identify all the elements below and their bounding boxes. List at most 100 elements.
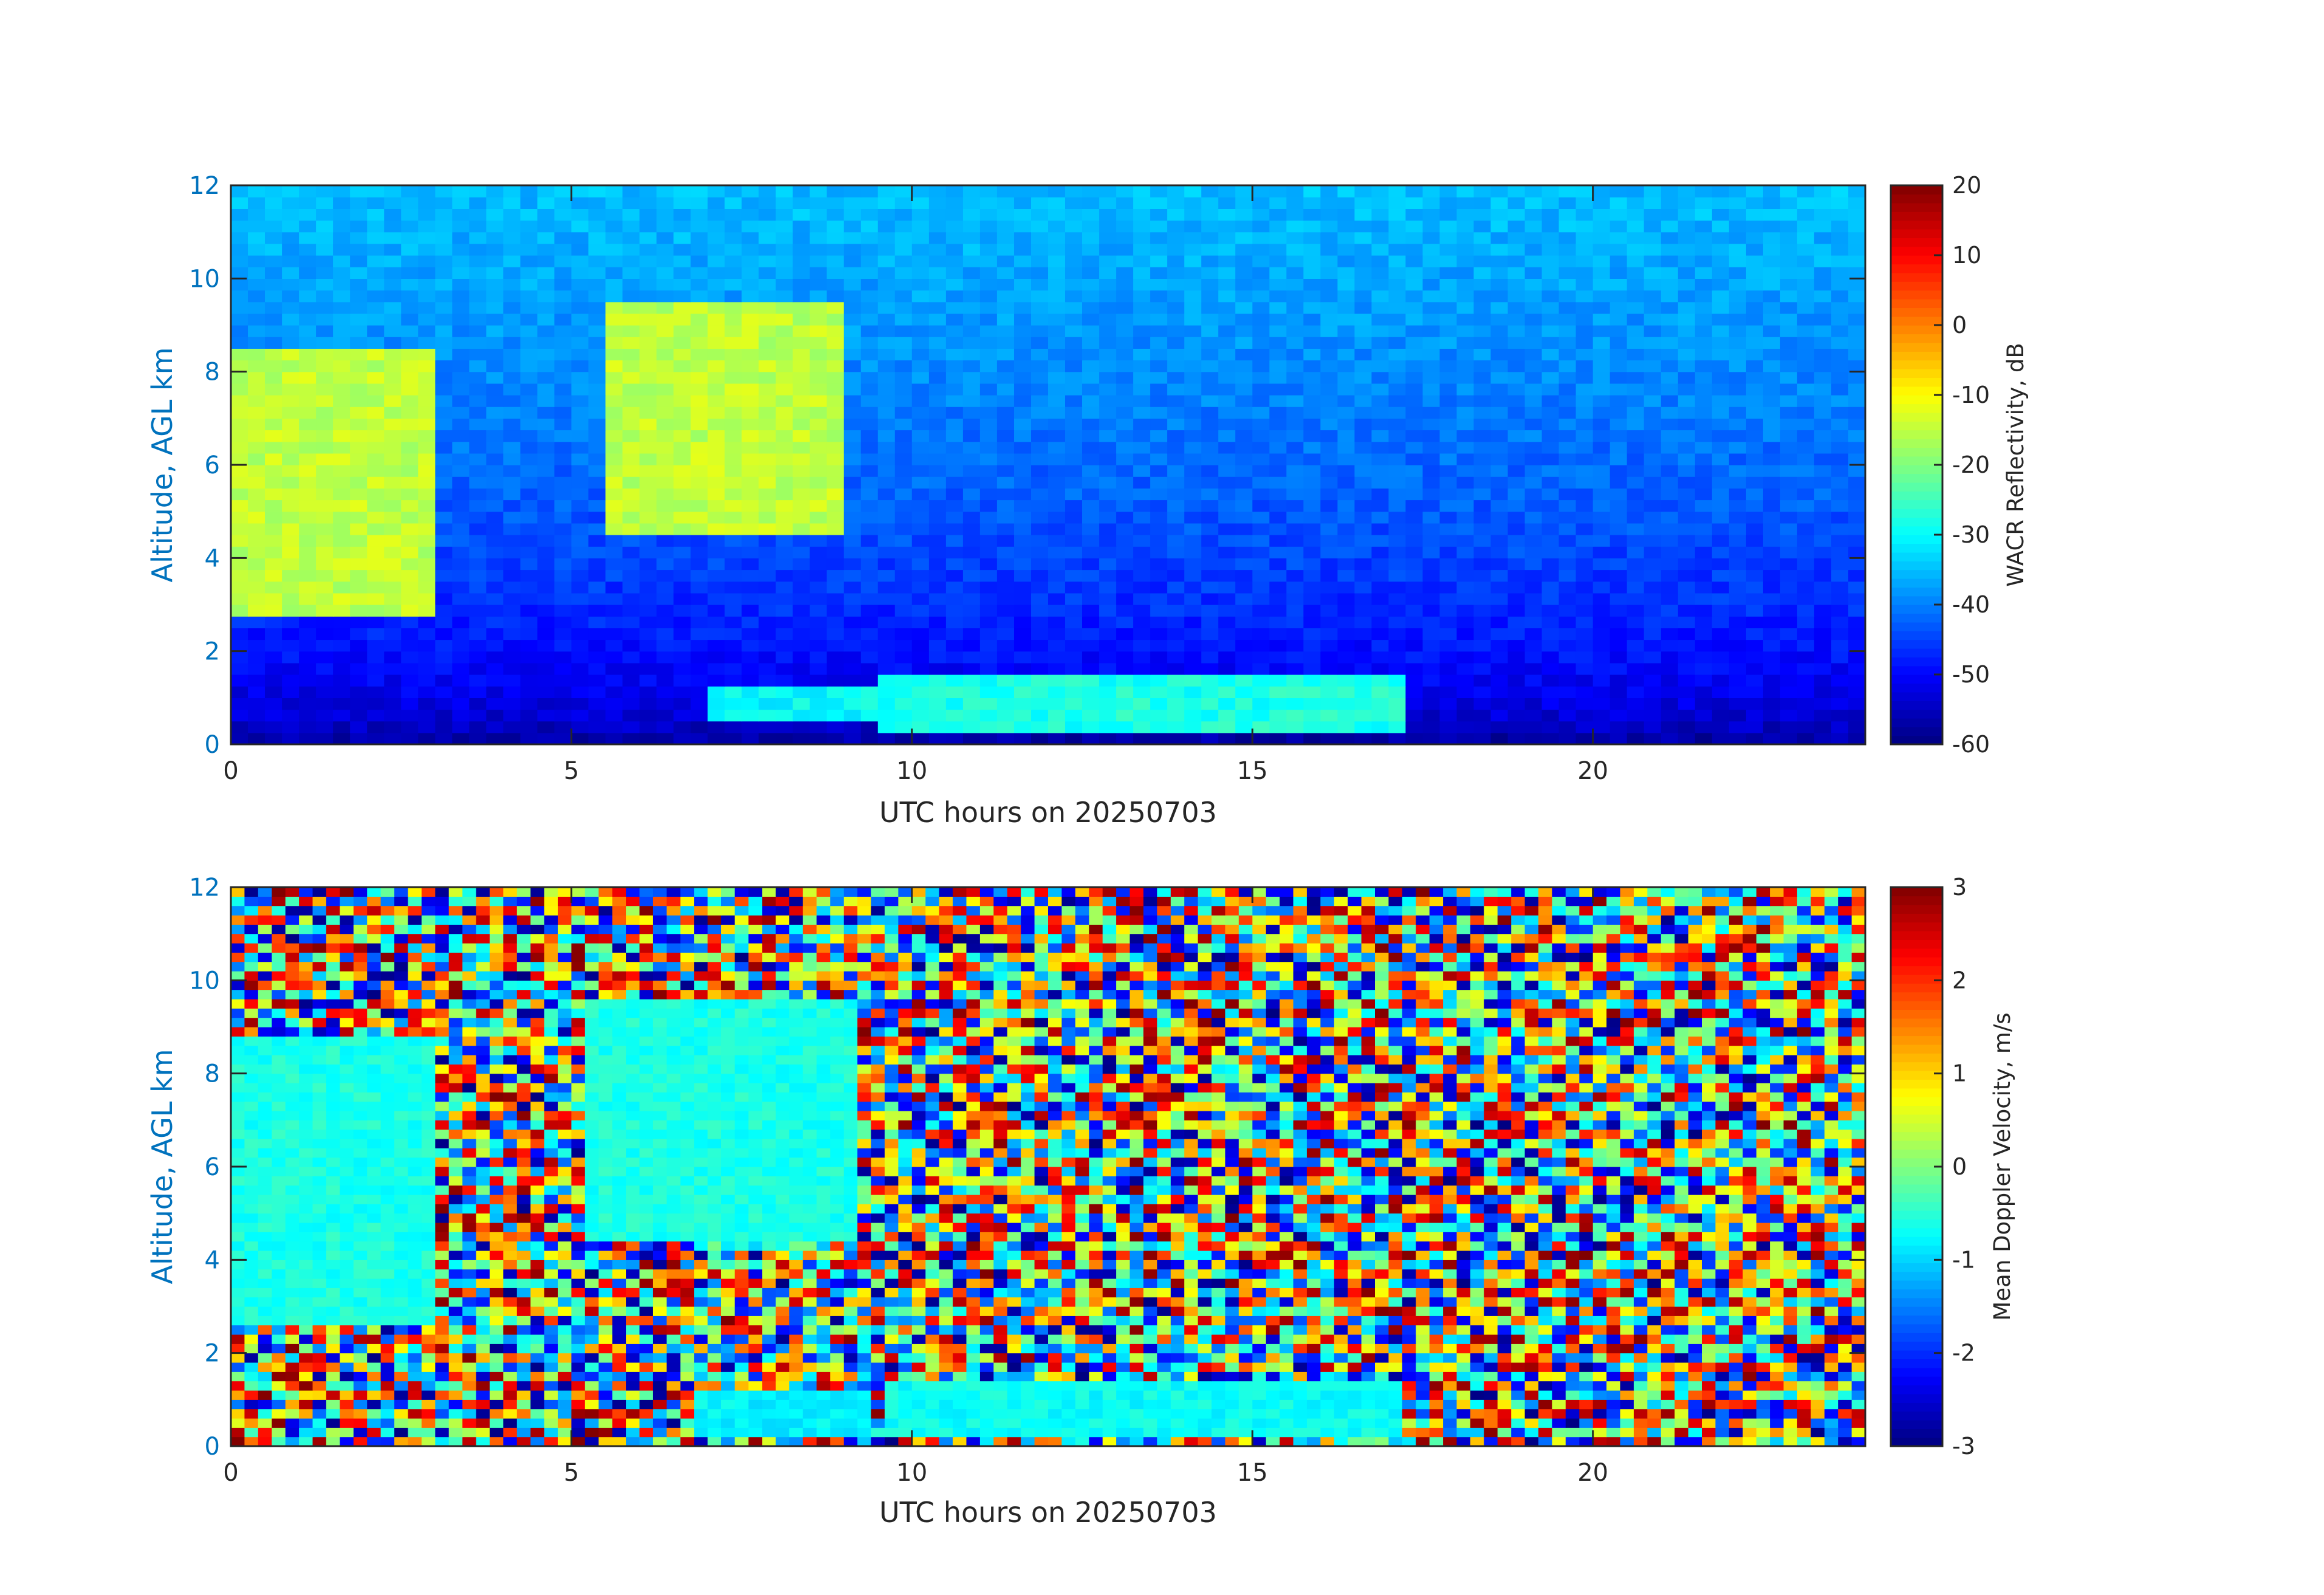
heatmap-cell: [1763, 325, 1781, 337]
heatmap-cell: [282, 301, 300, 314]
heatmap-cell: [1007, 1427, 1021, 1438]
heatmap-cell: [1133, 558, 1151, 571]
heatmap-cell: [299, 628, 317, 640]
heatmap-cell: [911, 348, 930, 361]
heatmap-cell: [1388, 325, 1406, 337]
heatmap-cell: [1405, 558, 1423, 571]
heatmap-cell: [1184, 220, 1202, 233]
heatmap-cell: [503, 313, 521, 326]
heatmap-cell: [1416, 1427, 1430, 1438]
heatmap-cell: [401, 371, 419, 384]
heatmap-cell: [1763, 535, 1781, 547]
heatmap-cell: [639, 476, 657, 489]
heatmap-cell: [333, 371, 351, 384]
heatmap-cell: [843, 476, 862, 489]
heatmap-cell: [316, 441, 334, 454]
heatmap-cell: [1099, 476, 1117, 489]
heatmap-cell: [741, 453, 759, 465]
heatmap-cell: [1422, 243, 1441, 256]
heatmap-cell: [1082, 418, 1100, 431]
heatmap-cell: [486, 441, 504, 454]
heatmap-cell: [248, 208, 266, 221]
heatmap-cell: [1729, 313, 1747, 326]
colorbar-swatch: [1891, 535, 1942, 544]
heatmap-cell: [605, 698, 623, 710]
heatmap-cell: [1456, 243, 1475, 256]
heatmap-cell: [469, 721, 487, 733]
heatmap-cell: [394, 1427, 408, 1438]
heatmap-cell: [520, 197, 538, 209]
heatmap-cell: [707, 453, 725, 465]
heatmap-cell: [285, 1427, 300, 1438]
heatmap-cell: [326, 1436, 340, 1447]
heatmap-cell: [860, 721, 879, 733]
heatmap-cell: [741, 499, 759, 512]
heatmap-cell: [588, 628, 606, 640]
heatmap-cell: [1082, 721, 1100, 733]
heatmap-cell: [1422, 278, 1441, 291]
heatmap-cell: [231, 430, 249, 442]
heatmap-cell: [1712, 465, 1730, 477]
heatmap-cell: [1797, 476, 1815, 489]
heatmap-cell: [860, 499, 879, 512]
heatmap-cell: [299, 616, 317, 628]
heatmap-cell: [605, 383, 623, 396]
heatmap-cell: [1116, 430, 1134, 442]
heatmap-cell: [928, 523, 947, 535]
heatmap-cell: [605, 546, 623, 558]
heatmap-cell: [1746, 360, 1764, 372]
heatmap-cell: [418, 418, 436, 431]
heatmap-cell: [816, 1427, 831, 1438]
heatmap-cell: [248, 406, 266, 419]
heatmap-cell: [1541, 686, 1560, 698]
heatmap-cell: [1320, 662, 1338, 675]
heatmap-cell: [626, 1427, 640, 1438]
heatmap-cell: [690, 592, 708, 605]
heatmap-cell: [1831, 686, 1849, 698]
heatmap-cell: [1212, 1427, 1225, 1438]
heatmap-cell: [639, 348, 657, 361]
heatmap-cell: [673, 488, 691, 501]
heatmap-cell: [1592, 523, 1611, 535]
heatmap-cell: [367, 418, 385, 431]
heatmap-cell: [656, 581, 674, 594]
heatmap-cell: [248, 535, 266, 547]
heatmap-cell: [1014, 558, 1032, 571]
heatmap-cell: [537, 686, 555, 698]
heatmap-cell: [979, 441, 998, 454]
heatmap-cell: [1269, 569, 1287, 582]
heatmap-cell: [1592, 255, 1611, 267]
heatmap-cell: [925, 1436, 940, 1447]
heatmap-cell: [367, 313, 385, 326]
heatmap-cell: [911, 197, 930, 209]
heatmap-cell: [248, 348, 266, 361]
heatmap-cell: [945, 360, 964, 372]
heatmap-cell: [1405, 546, 1423, 558]
heatmap-cell: [1592, 535, 1611, 547]
heatmap-cell: [1797, 616, 1815, 628]
heatmap-cell: [1814, 546, 1832, 558]
heatmap-cell: [1558, 441, 1577, 454]
heatmap-cell: [1082, 441, 1100, 454]
heatmap-cell: [979, 616, 998, 628]
heatmap-cell: [333, 535, 351, 547]
heatmap-cell: [367, 535, 385, 547]
heatmap-cell: [1592, 185, 1611, 197]
heatmap-cell: [1116, 232, 1134, 244]
heatmap-cell: [860, 313, 879, 326]
heatmap-cell: [826, 698, 845, 710]
heatmap-cell: [690, 348, 708, 361]
heatmap-cell: [1780, 418, 1798, 431]
heatmap-cell: [945, 581, 964, 594]
heatmap-cell: [1712, 651, 1730, 664]
heatmap-cell: [486, 662, 504, 675]
heatmap-cell: [554, 558, 572, 571]
heatmap-cell: [1814, 360, 1832, 372]
heatmap-cell: [1797, 499, 1815, 512]
heatmap-cell: [520, 406, 538, 419]
heatmap-cell: [1099, 674, 1117, 687]
heatmap-cell: [792, 418, 811, 431]
heatmap-cell: [690, 430, 708, 442]
heatmap-cell: [945, 208, 964, 221]
